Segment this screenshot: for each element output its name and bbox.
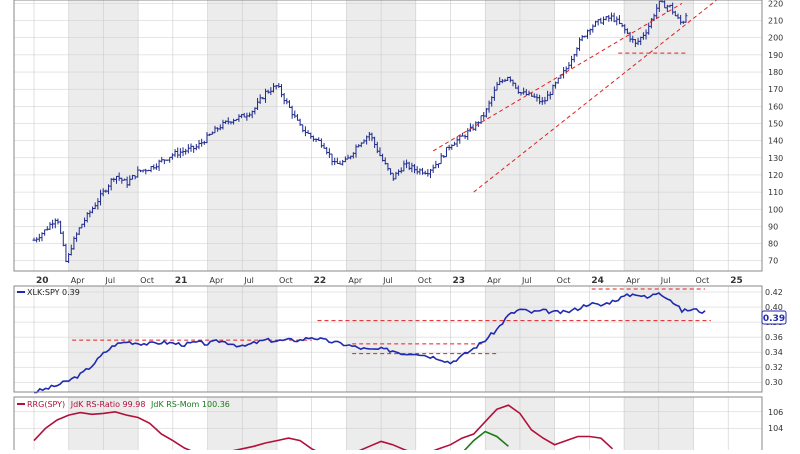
- y-tick-label: 210: [768, 17, 783, 26]
- x-tick-label: 25: [730, 276, 743, 286]
- relative-strength-legend: XLK:SPY 0.39: [17, 288, 80, 297]
- x-tick-label: 22: [314, 276, 327, 286]
- y-tick-label: 190: [768, 51, 783, 60]
- x-tick-label: Jul: [660, 276, 671, 285]
- x-tick-label: Oct: [695, 276, 709, 285]
- y-tick-label: 0.40: [765, 303, 783, 312]
- y-tick-label: 80: [768, 240, 778, 249]
- relative-strength-legend-text: XLK:SPY 0.39: [27, 288, 80, 297]
- x-tick-label: 20: [36, 276, 49, 286]
- svg-text:RRG(SPY) JdK RS-Ratio: RRG(SPY) JdK RS-Ratio 99.98 JdK RS-Mom 1…: [27, 400, 230, 409]
- x-tick-label: Oct: [140, 276, 154, 285]
- y-tick-label: 0.30: [765, 378, 783, 387]
- y-tick-label: 110: [768, 188, 783, 197]
- x-tick-label: Apr: [71, 276, 86, 285]
- y-tick-label: 106: [768, 408, 783, 417]
- price-panel: 70 80 90 100 110 120 130 140 150 160 170 180 190 200 2…: [13, 0, 783, 272]
- x-axis: 20 Apr Jul Oct 21 Apr Jul Oct 22 Apr Jul Oct 23 Apr Ju…: [36, 276, 743, 286]
- last-value-badge: 0.39: [761, 310, 787, 325]
- x-tick-label: Apr: [348, 276, 363, 285]
- y-tick-label: 150: [768, 119, 783, 128]
- x-tick-label: Jul: [382, 276, 393, 285]
- price-bar: [684, 12, 688, 23]
- relative-strength-panel: XLK:SPY 0.39 0.300.320.340.360.380.400.4…: [13, 285, 787, 394]
- x-tick-label: Jul: [521, 276, 532, 285]
- rs-momentum-line: [461, 430, 509, 454]
- channel-upper-line: [432, 3, 683, 152]
- rrg-legend-name: RRG(SPY): [27, 400, 65, 409]
- x-tick-label: Apr: [487, 276, 502, 285]
- y-tick-label: 0.34: [765, 348, 783, 357]
- y-tick-label: 140: [768, 137, 783, 146]
- x-tick-label: Jul: [243, 276, 254, 285]
- rrg-legend-mom: JdK RS-Mom 100.36: [150, 400, 230, 409]
- y-tick-label: 70: [768, 257, 778, 266]
- x-tick-label: Apr: [626, 276, 641, 285]
- y-tick-label: 220: [768, 0, 783, 8]
- channel-lower-line: [473, 0, 717, 193]
- y-tick-label: 100: [768, 205, 783, 214]
- rrg-panel: RRG(SPY) JdK RS-Ratio 99.98 JdK RS-Mom 1…: [13, 396, 783, 454]
- x-tick-label: 23: [453, 276, 466, 286]
- x-tick-label: 21: [175, 276, 188, 286]
- y-tick-label: 200: [768, 34, 783, 43]
- y-tick-label: 0.42: [765, 288, 783, 297]
- x-tick-label: Oct: [418, 276, 432, 285]
- y-tick-label: 90: [768, 222, 778, 231]
- x-tick-label: Oct: [557, 276, 571, 285]
- rs-ratio-line: [33, 404, 614, 454]
- y-tick-label: 0.32: [765, 363, 783, 372]
- x-tick-label: Oct: [279, 276, 293, 285]
- xlk-spy-ratio-line: [33, 292, 706, 394]
- y-tick-label: 160: [768, 102, 783, 111]
- y-tick-label: 180: [768, 68, 783, 77]
- y-tick-label: 104: [768, 424, 783, 433]
- rrg-legend-ratio: JdK RS-Ratio 99.98: [70, 400, 146, 409]
- y-tick-label: 0.36: [765, 333, 783, 342]
- x-tick-label: 24: [591, 276, 604, 286]
- y-tick-label: 130: [768, 154, 783, 163]
- x-tick-label: Apr: [210, 276, 225, 285]
- x-tick-label: Jul: [104, 276, 115, 285]
- y-tick-label: 170: [768, 85, 783, 94]
- last-value-text: 0.39: [763, 314, 785, 324]
- rrg-legend: RRG(SPY) JdK RS-Ratio 99.98 JdK RS-Mom 1…: [17, 400, 230, 409]
- y-tick-label: 120: [768, 171, 783, 180]
